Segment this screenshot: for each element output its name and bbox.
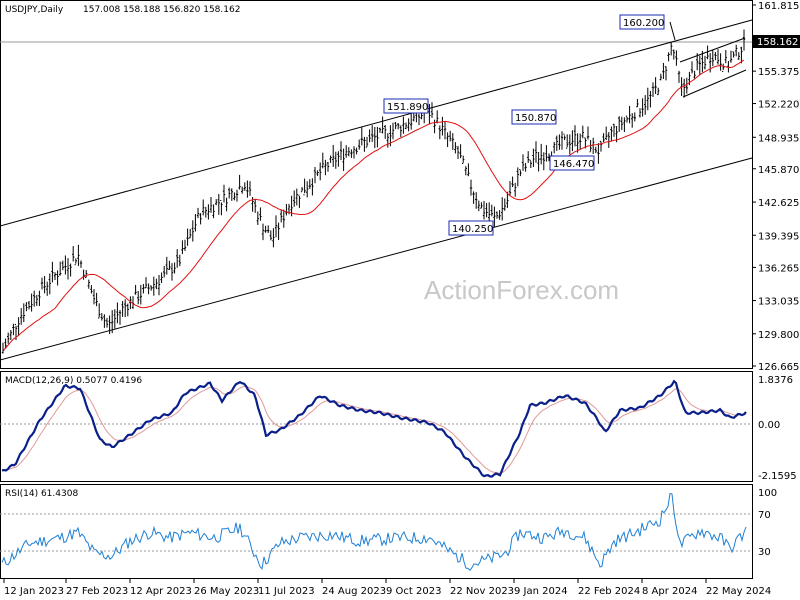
- svg-text:160.200: 160.200: [623, 18, 664, 29]
- label-146470: 146.470: [549, 155, 595, 171]
- price-tick-label: 148.935: [758, 133, 799, 144]
- time-tick-label: 11 Jul 2023: [258, 586, 315, 597]
- rsi-tick-100: 100: [758, 488, 777, 499]
- price-tick-label: 139.395: [758, 231, 799, 242]
- macd-tick-bottom: -2.1595: [758, 471, 797, 482]
- macd-line: [1, 379, 747, 478]
- macd-tick-top: 1.8376: [758, 375, 793, 386]
- label-140250: 140.250: [448, 220, 494, 236]
- label-151890: 151.890: [383, 98, 429, 114]
- rsi-title: RSI(14) 61.4308: [5, 489, 78, 499]
- channel-lower: [0, 157, 753, 361]
- macd-signal-line: [1, 385, 747, 474]
- channel-inner-upper: [679, 37, 746, 63]
- time-tick-label: 24 Aug 2023: [322, 586, 386, 597]
- main-title: USDJPY,Daily: [5, 5, 64, 15]
- time-tick-label: 26 May 2023: [194, 586, 259, 597]
- macd-title: MACD(12,26,9) 0.5077 0.4196: [5, 376, 142, 386]
- time-tick-label: 8 Apr 2024: [642, 586, 697, 597]
- svg-text:140.250: 140.250: [452, 224, 493, 235]
- svg-text:158.162: 158.162: [757, 37, 798, 48]
- svg-text:146.470: 146.470: [553, 159, 594, 170]
- rsi-line: [1, 492, 747, 571]
- time-tick-label: 22 Feb 2024: [578, 586, 640, 597]
- price-tick-label: 155.375: [758, 67, 799, 78]
- label-160200: 160.200: [619, 14, 676, 41]
- svg-text:150.870: 150.870: [515, 113, 556, 124]
- time-tick-label: 12 Jan 2023: [4, 586, 64, 597]
- channel-upper: [0, 19, 753, 227]
- price-tick-label: 133.035: [758, 297, 799, 308]
- price-axis: 161.815158.595155.375152.220148.935145.8…: [752, 1, 799, 373]
- macd-tick-zero: 0.00: [758, 420, 780, 431]
- rsi-tick-70: 70: [758, 510, 771, 521]
- rsi-panel: [0, 484, 753, 579]
- main-panel: [0, 0, 753, 369]
- channel-inner-lower: [682, 69, 747, 98]
- price-tick-label: 136.265: [758, 263, 799, 274]
- watermark: ActionForex.com: [424, 275, 619, 305]
- price-bars: [1, 29, 746, 354]
- time-tick-label: 9 Jan 2024: [514, 586, 568, 597]
- time-axis: 12 Jan 2023 27 Feb 2023 12 Apr 2023 26 May …: [3, 579, 771, 597]
- price-tick-label: 161.815: [758, 1, 799, 12]
- price-tick-label: 152.220: [758, 100, 799, 111]
- rsi-tick-30: 30: [758, 547, 771, 558]
- svg-text:151.890: 151.890: [387, 102, 428, 113]
- price-tick-label: 126.665: [758, 362, 799, 373]
- time-tick-label: 22 Nov 2023: [450, 586, 514, 597]
- label-150870: 150.870: [511, 109, 557, 125]
- time-tick-label: 12 Apr 2023: [130, 586, 192, 597]
- time-tick-label: 9 Oct 2023: [386, 586, 441, 597]
- current-price-badge: 158.162: [753, 35, 800, 48]
- macd-panel: [0, 371, 753, 482]
- time-tick-label: 22 May 2024: [706, 586, 771, 597]
- price-tick-label: 142.625: [758, 198, 799, 209]
- time-tick-label: 27 Feb 2023: [66, 586, 128, 597]
- price-tick-label: 145.870: [758, 165, 799, 176]
- ohlc-readout: 157.008 158.188 156.820 158.162: [83, 5, 240, 15]
- moving-average-line: [2, 59, 745, 351]
- price-tick-label: 129.800: [758, 330, 799, 341]
